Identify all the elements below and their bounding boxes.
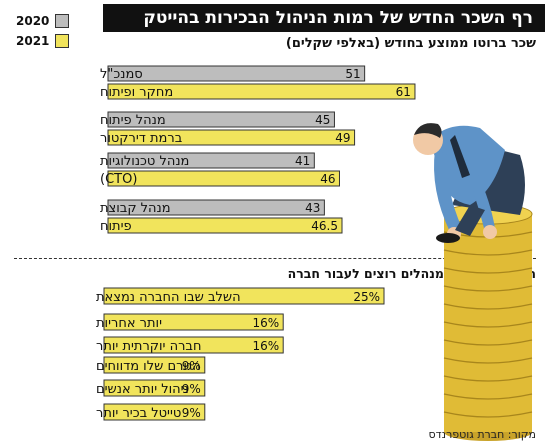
legend-item-2021: 2021 bbox=[16, 33, 70, 49]
reason-category-label-4: ניהול יותר אנשים bbox=[96, 382, 189, 397]
category-label-2-0: מנהל טכנולוגיות bbox=[100, 154, 189, 169]
chart-subtitle: שכר ברוטו ממוצע בחודש (באלפי שקלים) bbox=[285, 36, 536, 51]
bar-2021-1 bbox=[107, 129, 356, 146]
bar-value-label-2021-1: 49 bbox=[335, 131, 350, 145]
reason-value-label-2: 16% bbox=[253, 339, 280, 353]
reason-value-label-3: 9% bbox=[182, 359, 201, 373]
reason-bar-2 bbox=[103, 336, 284, 354]
legend-swatch-2021 bbox=[55, 34, 70, 48]
legend-label-2020: 2020 bbox=[16, 14, 50, 28]
reason-value-label-4: 9% bbox=[182, 382, 201, 396]
bar-value-label-2020-0: 51 bbox=[345, 67, 360, 81]
reason-bar-1 bbox=[103, 313, 284, 331]
bar-value-label-2021-0: 61 bbox=[396, 85, 411, 99]
bar-2021-3 bbox=[107, 217, 343, 234]
category-label-0-0: סמנכ"ל bbox=[100, 67, 143, 82]
bar-value-label-2020-3: 43 bbox=[305, 201, 320, 215]
category-label-1-1: ברמת דירקטור bbox=[100, 131, 182, 146]
reason-category-label-0: השלב שבו החברה נמצאת bbox=[96, 290, 241, 305]
category-label-1-0: מנהל פיתוח bbox=[100, 113, 166, 128]
category-label-3-0: מנהל קבוצת bbox=[100, 201, 171, 216]
reason-category-label-3: הגורם שלו מדווחים bbox=[96, 359, 201, 374]
bar-value-label-2020-1: 45 bbox=[315, 113, 330, 127]
reason-bar-0 bbox=[103, 287, 385, 305]
bar-2020-3 bbox=[107, 199, 325, 216]
reason-bar-4 bbox=[103, 379, 206, 397]
bar-2021-0 bbox=[107, 83, 416, 100]
reason-category-label-5: טייטל בכיר יותר bbox=[96, 406, 181, 421]
category-label-0-1: מחקר ופיתוח bbox=[100, 85, 173, 100]
reason-value-label-0: 25% bbox=[353, 290, 380, 304]
bar-2020-2 bbox=[107, 152, 315, 169]
bar-value-label-2021-3: 46.5 bbox=[311, 219, 338, 233]
section-divider bbox=[14, 258, 536, 259]
source-note: מקור: חברת גוטפרנדס bbox=[428, 428, 536, 441]
bar-value-label-2020-2: 41 bbox=[295, 154, 310, 168]
bar-2020-0 bbox=[107, 65, 366, 82]
reason-value-label-1: 16% bbox=[253, 316, 280, 330]
reason-category-label-1: יותר אחריות bbox=[96, 316, 162, 331]
reason-bar-5 bbox=[103, 403, 206, 421]
category-label-3-1: פיתוח bbox=[100, 219, 132, 234]
legend-label-2021: 2021 bbox=[16, 34, 50, 48]
bar-2020-1 bbox=[107, 111, 335, 128]
legend-item-2020: 2020 bbox=[16, 13, 70, 29]
reason-bar-3 bbox=[103, 356, 206, 374]
chart-title: רף השכר החדש של רמות הניהול הבכירות בהיי… bbox=[103, 4, 545, 32]
legend-swatch-2020 bbox=[55, 14, 70, 28]
bar-2021-2 bbox=[107, 170, 340, 187]
reason-category-label-2: חברה יוקרתית יותר bbox=[96, 339, 201, 354]
businessman-figure bbox=[413, 123, 525, 243]
category-label-2-1: (CTO) bbox=[100, 172, 137, 187]
reason-value-label-5: 9% bbox=[182, 406, 201, 420]
bar-value-label-2021-2: 46 bbox=[320, 172, 335, 186]
